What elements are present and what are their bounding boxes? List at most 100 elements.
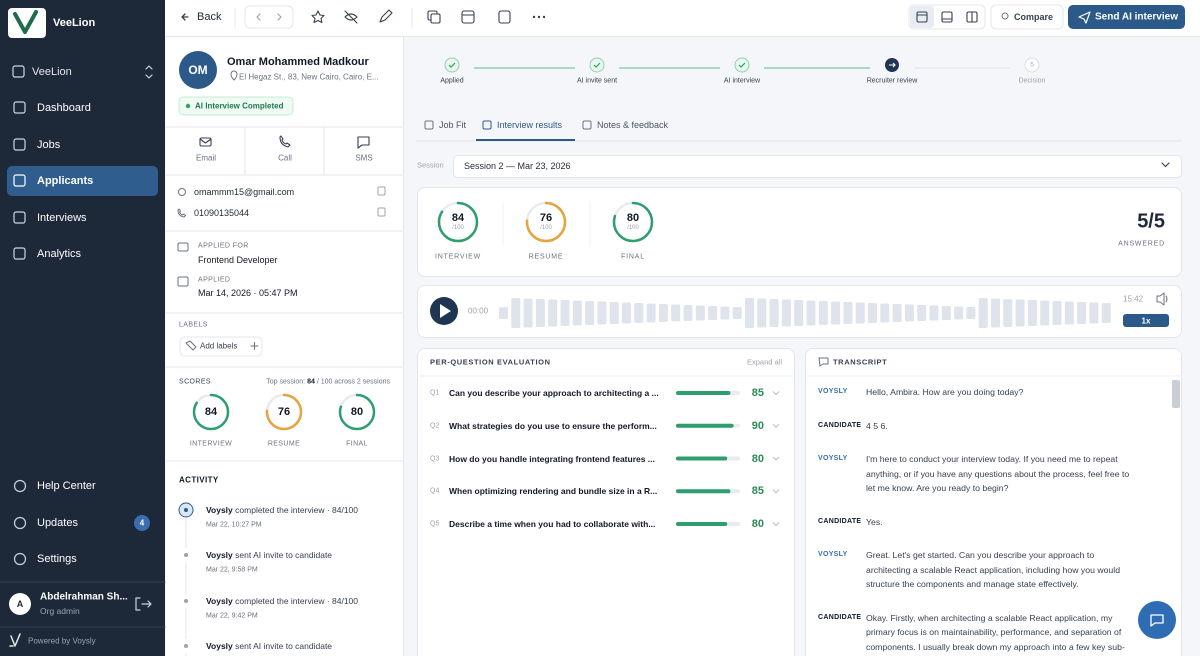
question-text[interactable]: Describe a time when you had to collabor… — [449, 519, 656, 529]
nav-icon — [13, 552, 27, 566]
score-label: RESUME — [528, 253, 564, 261]
logout-icon[interactable] — [135, 597, 152, 611]
hide-icon[interactable] — [344, 10, 358, 24]
add-labels-button[interactable] — [179, 336, 263, 357]
waveform — [499, 298, 1111, 328]
scrollbar[interactable] — [1172, 380, 1180, 408]
score-ring — [192, 393, 230, 431]
step-arrow — [889, 62, 896, 68]
nav-item[interactable]: Analytics — [37, 248, 82, 260]
copy-phone[interactable] — [377, 207, 386, 217]
session-select[interactable] — [453, 155, 1182, 178]
field-value: Frontend Developer — [198, 255, 278, 265]
back-button[interactable]: Back — [197, 11, 222, 23]
wave-bar — [1015, 299, 1025, 327]
question-score: 80 — [751, 452, 764, 465]
question-text[interactable]: Can you describe your approach to archit… — [449, 388, 659, 398]
speed[interactable]: 1x — [1141, 316, 1151, 325]
sms-icon[interactable] — [357, 136, 370, 149]
clipboard-icon[interactable] — [498, 10, 511, 24]
compare-button[interactable]: Compare — [1014, 12, 1054, 22]
volume-icon[interactable] — [1156, 292, 1168, 306]
expand-chevron — [772, 522, 780, 527]
question-id: Q4 — [430, 487, 440, 495]
score-label: INTERVIEW — [435, 253, 481, 261]
nav-item[interactable]: Dashboard — [37, 102, 91, 114]
contact-action[interactable]: Email — [195, 153, 217, 163]
wave-bar — [720, 306, 730, 320]
expand-chevron — [772, 456, 780, 461]
contact-action[interactable]: SMS — [355, 153, 373, 163]
step-circle — [734, 57, 750, 73]
wave-bar — [880, 303, 890, 323]
wave-bar — [1101, 303, 1111, 323]
wave-bar — [818, 301, 828, 325]
tab[interactable]: Job Fit — [439, 120, 467, 130]
score-value: 80 — [350, 406, 364, 418]
session-value[interactable]: Session 2 — Mar 23, 2026 — [464, 161, 571, 171]
question-text[interactable]: What strategies do you use to ensure the… — [449, 420, 657, 431]
edit-icon[interactable] — [379, 9, 393, 23]
select-chevron — [1161, 162, 1170, 168]
question-text[interactable]: When optimizing rendering and bundle siz… — [449, 486, 658, 497]
score-bar — [676, 522, 728, 526]
expand-chevron — [772, 423, 780, 428]
speed-button[interactable] — [1123, 314, 1169, 327]
nav-item[interactable]: Updates — [37, 517, 78, 529]
copy-email[interactable] — [377, 186, 386, 196]
card-title: TRANSCRIPT — [833, 357, 888, 367]
status-dot — [185, 103, 191, 109]
view-active[interactable] — [910, 6, 934, 28]
add-labels[interactable]: Add labels — [200, 341, 238, 351]
wave-bar — [1064, 301, 1074, 325]
compare-button[interactable] — [990, 4, 1064, 30]
send-button[interactable] — [1068, 5, 1185, 29]
wave-bar — [1052, 301, 1062, 325]
question-score: 85 — [751, 485, 764, 498]
nav-item[interactable]: Applicants — [37, 175, 94, 187]
badge — [134, 515, 150, 531]
nav-item[interactable]: Interviews — [37, 212, 87, 224]
question-text[interactable]: How do you handle integrating frontend f… — [449, 453, 655, 464]
question-id: Q1 — [430, 389, 440, 397]
calendar-icon[interactable] — [461, 10, 475, 24]
nav-item[interactable]: Settings — [37, 553, 77, 565]
speaker: VOYSLY — [818, 455, 848, 462]
org-name[interactable]: VeeLion — [32, 66, 72, 78]
wave-bar — [966, 307, 976, 319]
step-check — [593, 62, 601, 68]
more-icon[interactable] — [532, 15, 546, 19]
wave-bar — [1003, 299, 1013, 327]
wave-bar — [991, 298, 1000, 328]
nav-item[interactable]: Help Center — [37, 480, 96, 492]
wave-bar — [831, 301, 841, 325]
view-icon[interactable] — [941, 11, 953, 23]
score-value: 76 — [277, 406, 291, 418]
score-value: 84 — [204, 406, 218, 418]
chat-button[interactable] — [1138, 601, 1176, 639]
score-label: RESUME — [267, 440, 301, 448]
pin-icon — [230, 70, 238, 81]
tab[interactable]: Notes & feedback — [597, 120, 669, 130]
nav-item[interactable]: Jobs — [37, 139, 61, 151]
step-label: AI invite sent — [576, 77, 618, 85]
transcript-entry: VOYSLY Great. Let's get started. Can you … — [818, 548, 1168, 592]
contact-action[interactable]: Call — [278, 153, 292, 163]
wave-bar — [941, 306, 951, 320]
send-button[interactable]: Send AI interview — [1095, 11, 1178, 23]
wave-bar — [781, 299, 791, 327]
card-title: PER-QUESTION EVALUATION — [430, 357, 551, 367]
tab[interactable]: Interview results — [497, 120, 563, 130]
star-icon[interactable] — [311, 10, 325, 24]
call-icon[interactable] — [279, 135, 291, 148]
step-circle — [444, 57, 460, 73]
step-label: Recruiter review — [866, 77, 918, 85]
expand-all[interactable]: Expand all — [746, 357, 782, 367]
view-icon-lines — [916, 11, 973, 23]
email-icon[interactable] — [199, 137, 212, 147]
pager[interactable] — [244, 5, 294, 29]
view-toggle — [908, 4, 986, 30]
